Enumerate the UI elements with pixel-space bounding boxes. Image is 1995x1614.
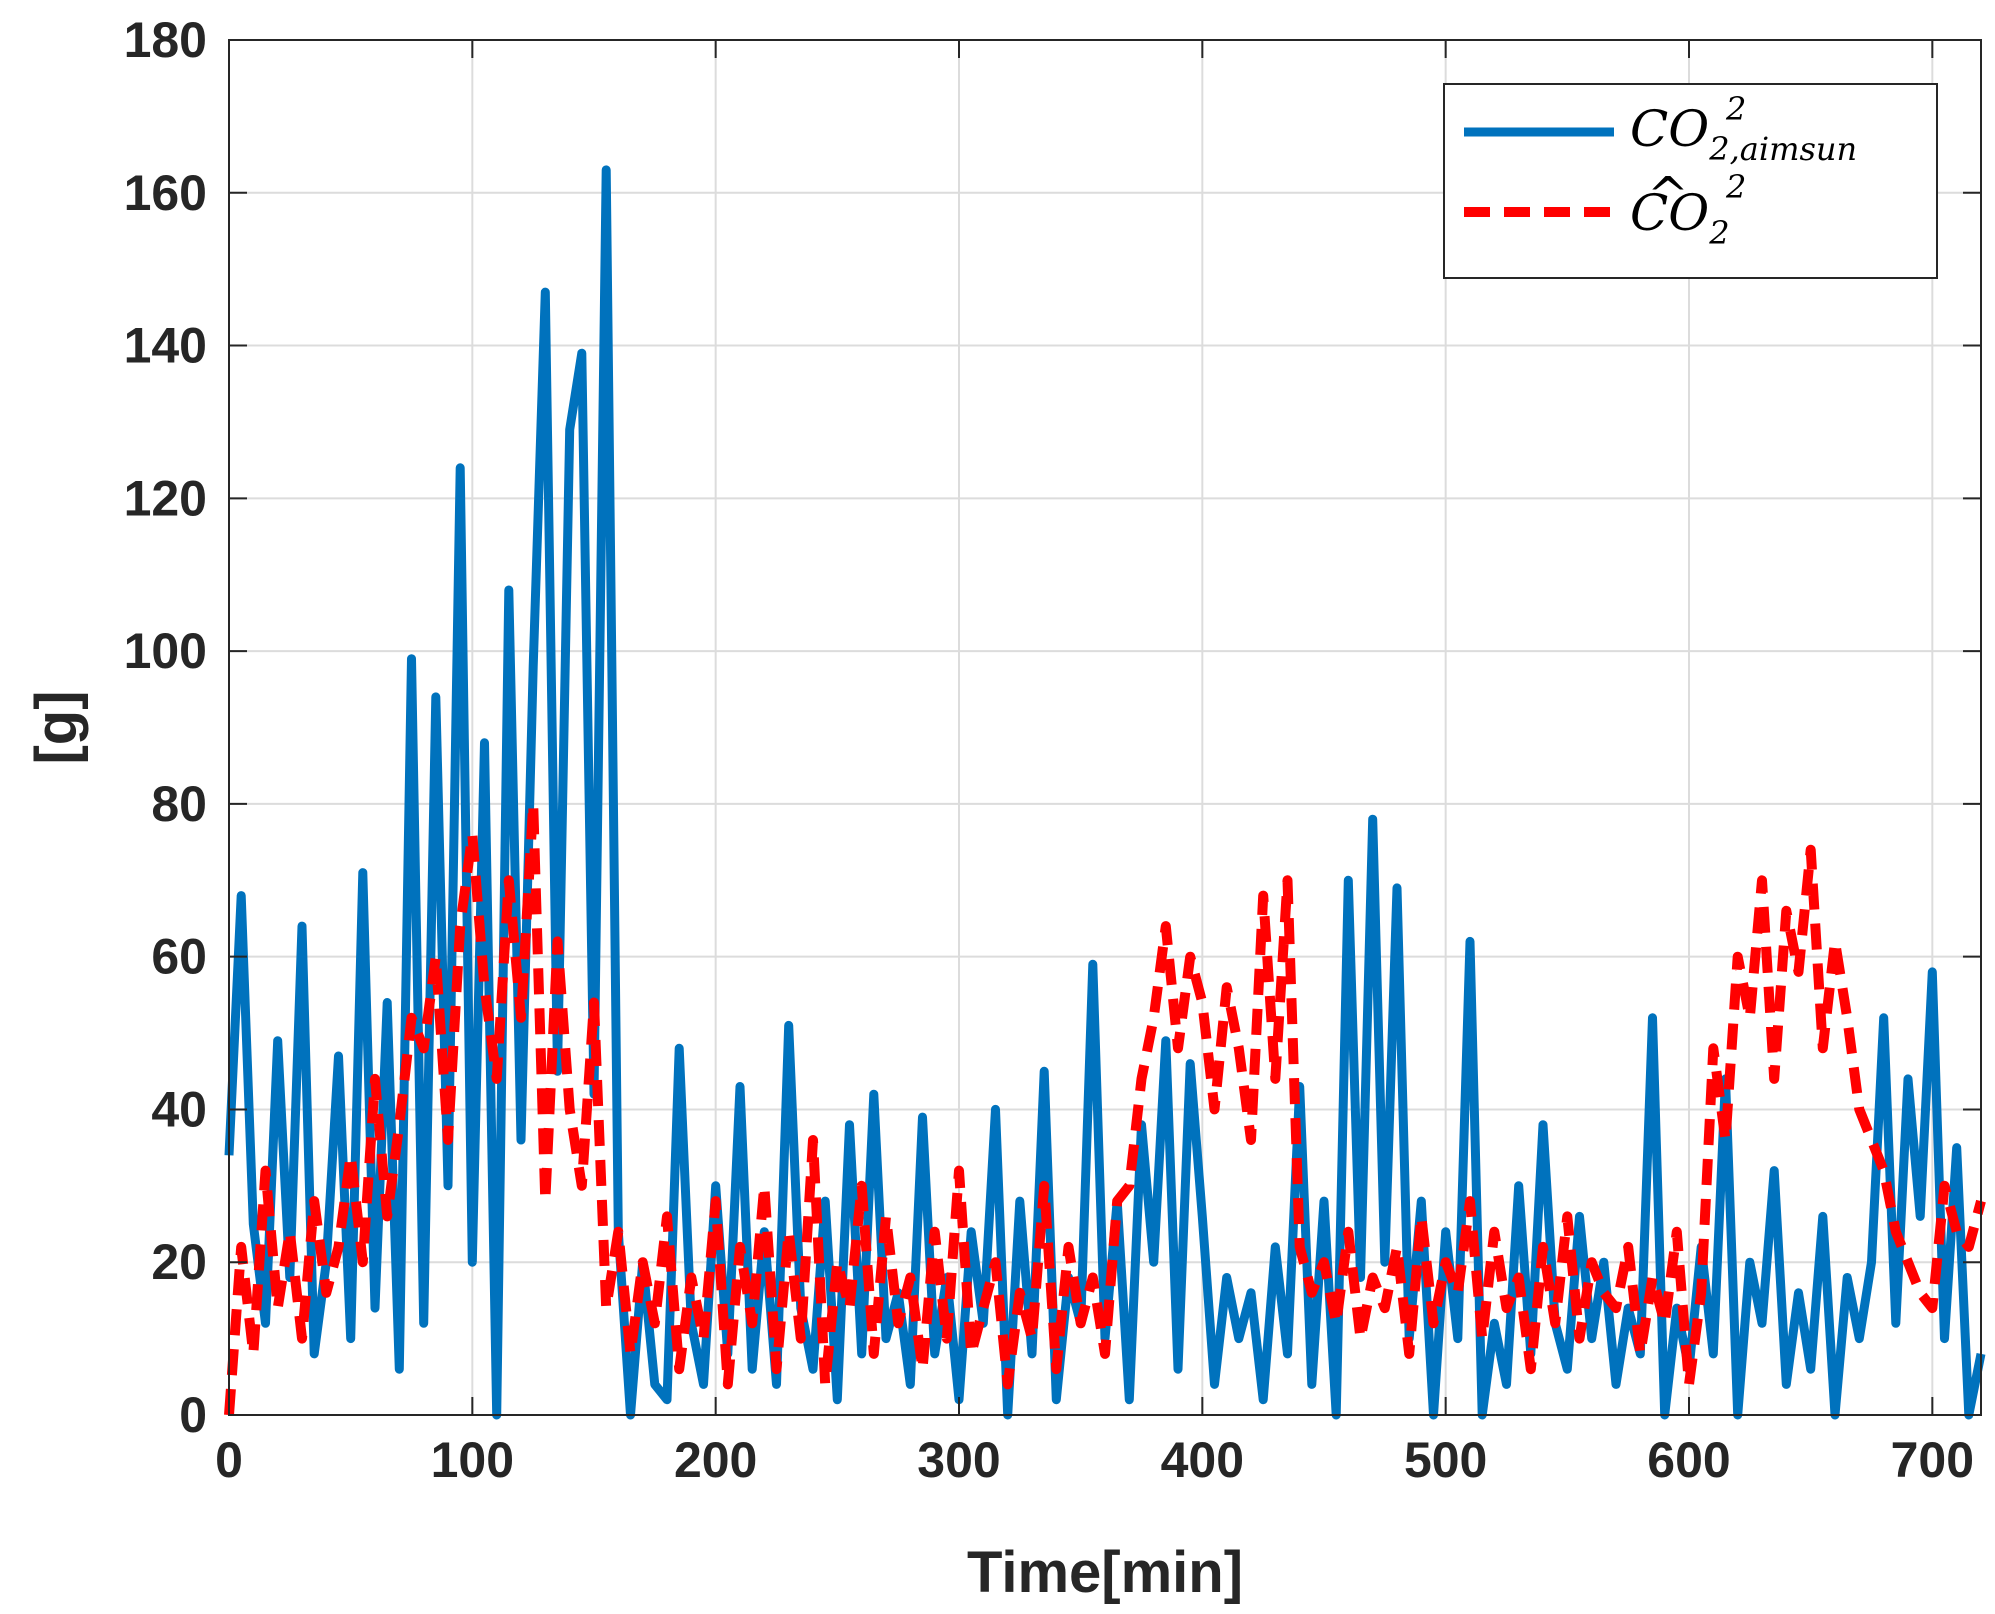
y-tick-label: 60 — [151, 929, 207, 985]
y-tick-label: 40 — [151, 1081, 207, 1137]
y-tick-label: 20 — [151, 1234, 207, 1290]
legend-sup-estimate: 2 — [1725, 168, 1746, 206]
series-line-aimsun — [224, 165, 1986, 1420]
legend-entry-estimate: CO2 — [1630, 184, 1730, 252]
x-tick-label: 0 — [215, 1432, 243, 1488]
y-tick-label: 0 — [179, 1387, 207, 1443]
legend-hat-estimate: ^ — [1647, 166, 1689, 224]
y-tick-label: 180 — [124, 12, 207, 68]
tick-marks — [228, 39, 1981, 1416]
legend-main-estimate: CO — [1630, 184, 1709, 242]
x-axis-label: Time[min] — [967, 1540, 1243, 1605]
legend-main-aimsun: CO — [1630, 100, 1709, 158]
x-tick-label: 200 — [674, 1432, 757, 1488]
x-tick-label: 400 — [1161, 1432, 1244, 1488]
legend-entry-aimsun: CO2,aimsun — [1630, 100, 1857, 168]
x-tick-label: 500 — [1404, 1432, 1487, 1488]
legend: CO2,aimsun 2 CO2 ^ 2 — [1443, 83, 1938, 279]
x-tick-label: 700 — [1891, 1432, 1974, 1488]
y-tick-label: 120 — [124, 470, 207, 526]
legend-box — [1443, 83, 1938, 279]
y-tick-label: 160 — [124, 165, 207, 221]
y-tick-label: 100 — [124, 623, 207, 679]
x-tick-label: 600 — [1647, 1432, 1730, 1488]
series-layer — [224, 165, 1986, 1420]
plot-frame — [228, 39, 1982, 1416]
legend-sub-aimsun: 2,aimsun — [1708, 130, 1857, 168]
y-tick-labels: 0 20 40 60 80 100 120 140 160 180 — [124, 12, 207, 1443]
x-tick-label: 300 — [917, 1432, 1000, 1488]
y-tick-label: 80 — [151, 776, 207, 832]
legend-sub-estimate: 2 — [1708, 214, 1729, 252]
y-tick-label: 140 — [124, 318, 207, 374]
x-tick-label: 100 — [431, 1432, 514, 1488]
legend-sup-aimsun: 2 — [1725, 90, 1746, 128]
x-tick-labels: 0 100 200 300 400 500 600 700 — [215, 1432, 1974, 1488]
y-axis-label: [g] — [24, 690, 89, 764]
series-line-estimate — [224, 798, 1986, 1416]
